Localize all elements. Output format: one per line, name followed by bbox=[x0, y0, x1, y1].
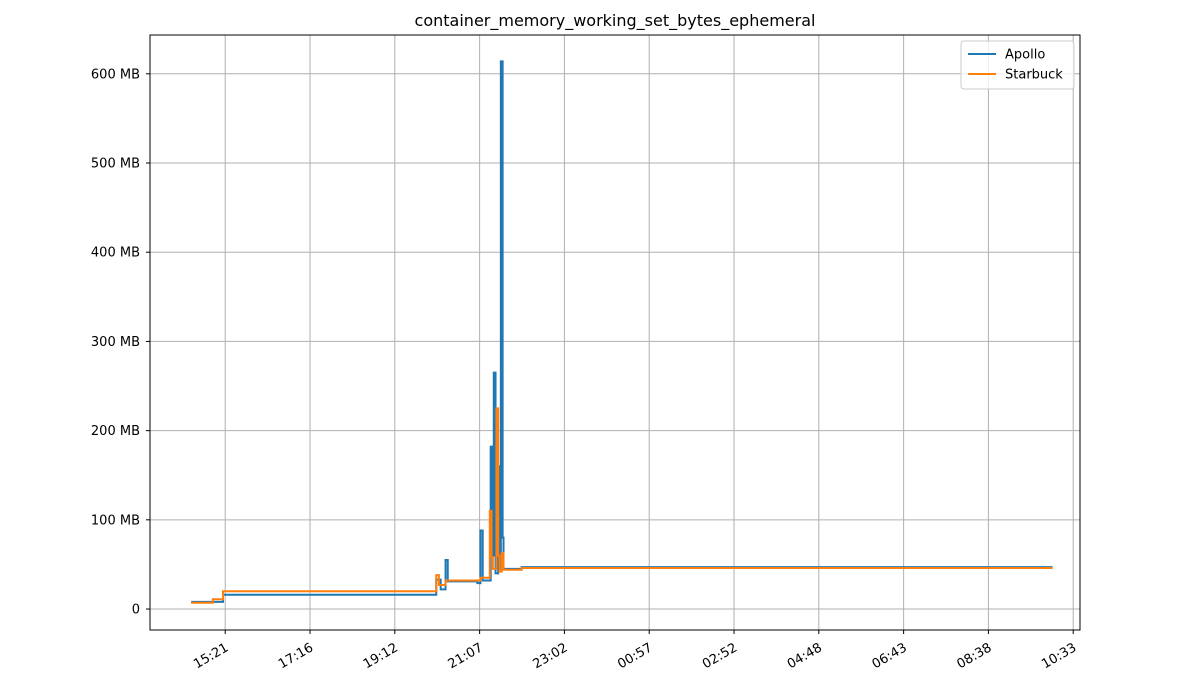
chart-title: container_memory_working_set_bytes_ephem… bbox=[415, 11, 816, 31]
legend-label-apollo: Apollo bbox=[1005, 48, 1045, 63]
x-tick-label: 08:38 bbox=[954, 640, 994, 672]
y-tick-label: 300 MB bbox=[91, 335, 140, 350]
grid-layer bbox=[150, 35, 1080, 630]
x-tick-label: 23:02 bbox=[530, 640, 570, 672]
x-tick-label: 04:48 bbox=[785, 640, 825, 672]
y-tick-label: 200 MB bbox=[91, 424, 140, 439]
y-tick-label: 600 MB bbox=[91, 67, 140, 82]
x-tick-label: 15:21 bbox=[191, 640, 231, 672]
x-tick-label: 02:52 bbox=[700, 640, 740, 672]
y-tick-label: 100 MB bbox=[91, 513, 140, 528]
y-tick-label: 400 MB bbox=[91, 246, 140, 261]
x-tick-label: 21:07 bbox=[446, 640, 486, 672]
series-line-apollo bbox=[191, 60, 1053, 603]
x-tick-label: 00:57 bbox=[615, 640, 655, 672]
x-tick-label: 19:12 bbox=[361, 640, 401, 672]
y-tick-label: 500 MB bbox=[91, 157, 140, 172]
y-axis: 0 100 MB 200 MB 300 MB 400 MB 500 MB 600 MB bbox=[91, 67, 150, 618]
x-tick-label: 10:33 bbox=[1039, 640, 1079, 672]
legend: Apollo Starbuck bbox=[960, 40, 1075, 90]
plot-frame bbox=[149, 34, 1081, 631]
y-tick-label: 0 bbox=[132, 603, 140, 618]
series-line-starbuck bbox=[191, 407, 1053, 604]
legend-label-starbuck: Starbuck bbox=[1005, 68, 1063, 83]
series-layer bbox=[191, 60, 1053, 604]
x-axis: 15:21 17:16 19:12 21:07 23:02 00:57 02:52 04:48… bbox=[191, 630, 1079, 672]
x-tick-label: 06:43 bbox=[870, 640, 910, 672]
x-tick-label: 17:16 bbox=[276, 640, 316, 672]
